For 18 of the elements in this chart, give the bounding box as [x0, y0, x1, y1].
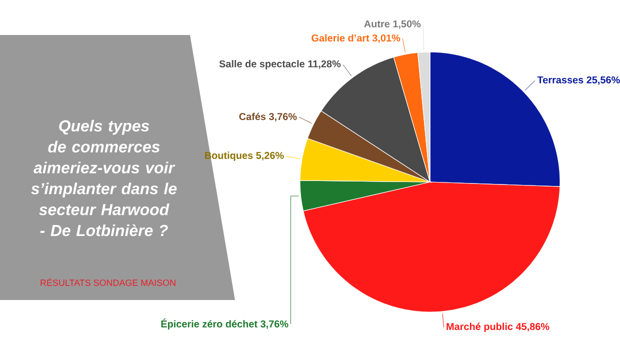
slice-label: Marché public [446, 322, 513, 332]
slice-label: Galerie d’art [312, 34, 370, 42]
data-label: 11,28% [308, 60, 341, 69]
slice-label: Boutiques [205, 152, 253, 161]
data-label: 3,76% [260, 320, 288, 329]
slice-label: Autre [364, 20, 390, 28]
data-label: 3,76% [269, 113, 297, 122]
text: Quels types de commerces aimeriez-vous voir s’implanter dans le secteur Harwood - De Lotbinière ? [31, 120, 177, 236]
data-label: 3,01% [372, 34, 400, 43]
data-label: 1,50% [393, 20, 421, 29]
data-label: 45,86% [516, 323, 550, 332]
slice-label: Cafés [239, 112, 266, 120]
slice-label: Épicerie zéro déchet [161, 318, 258, 330]
slice-label: Terrasses [537, 76, 584, 84]
data-label: 5,26% [256, 152, 284, 160]
text: RÉSULTATS SONDAGE MAISON [40, 278, 176, 286]
data-label: 25,56% [586, 76, 620, 85]
slice-label: Salle de spectacle [219, 60, 305, 70]
